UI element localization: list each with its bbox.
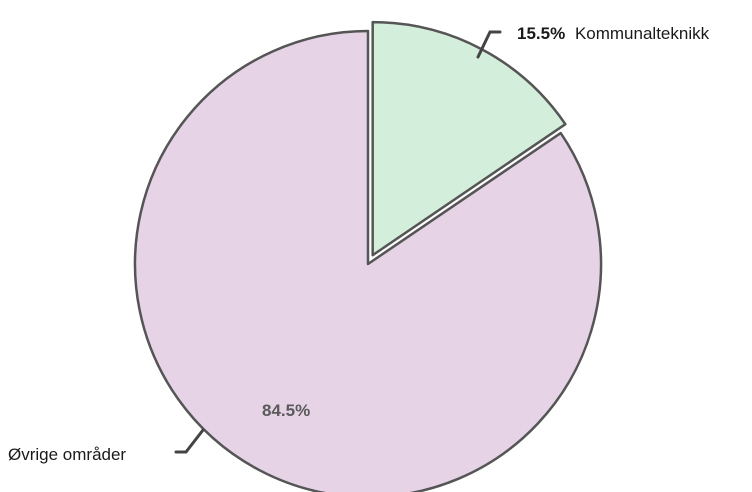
inner-percent-ovrige: 84.5% [262, 401, 310, 420]
label-kommunalteknikk: 15.5% Kommunalteknikk [517, 24, 710, 43]
label-ovrige-omrader: Øvrige områder [8, 445, 126, 464]
pie-slice-ovrige-omrader [133, 29, 603, 492]
pie-slices [133, 20, 603, 492]
leader-lines [174, 30, 502, 454]
label-kommunalteknikk-name: Kommunalteknikk [575, 24, 710, 43]
leader-line-kommunalteknikk [476, 30, 502, 59]
label-kommunalteknikk-percent: 15.5% [517, 24, 565, 43]
leader-line-ovrige-omrader [174, 428, 205, 454]
